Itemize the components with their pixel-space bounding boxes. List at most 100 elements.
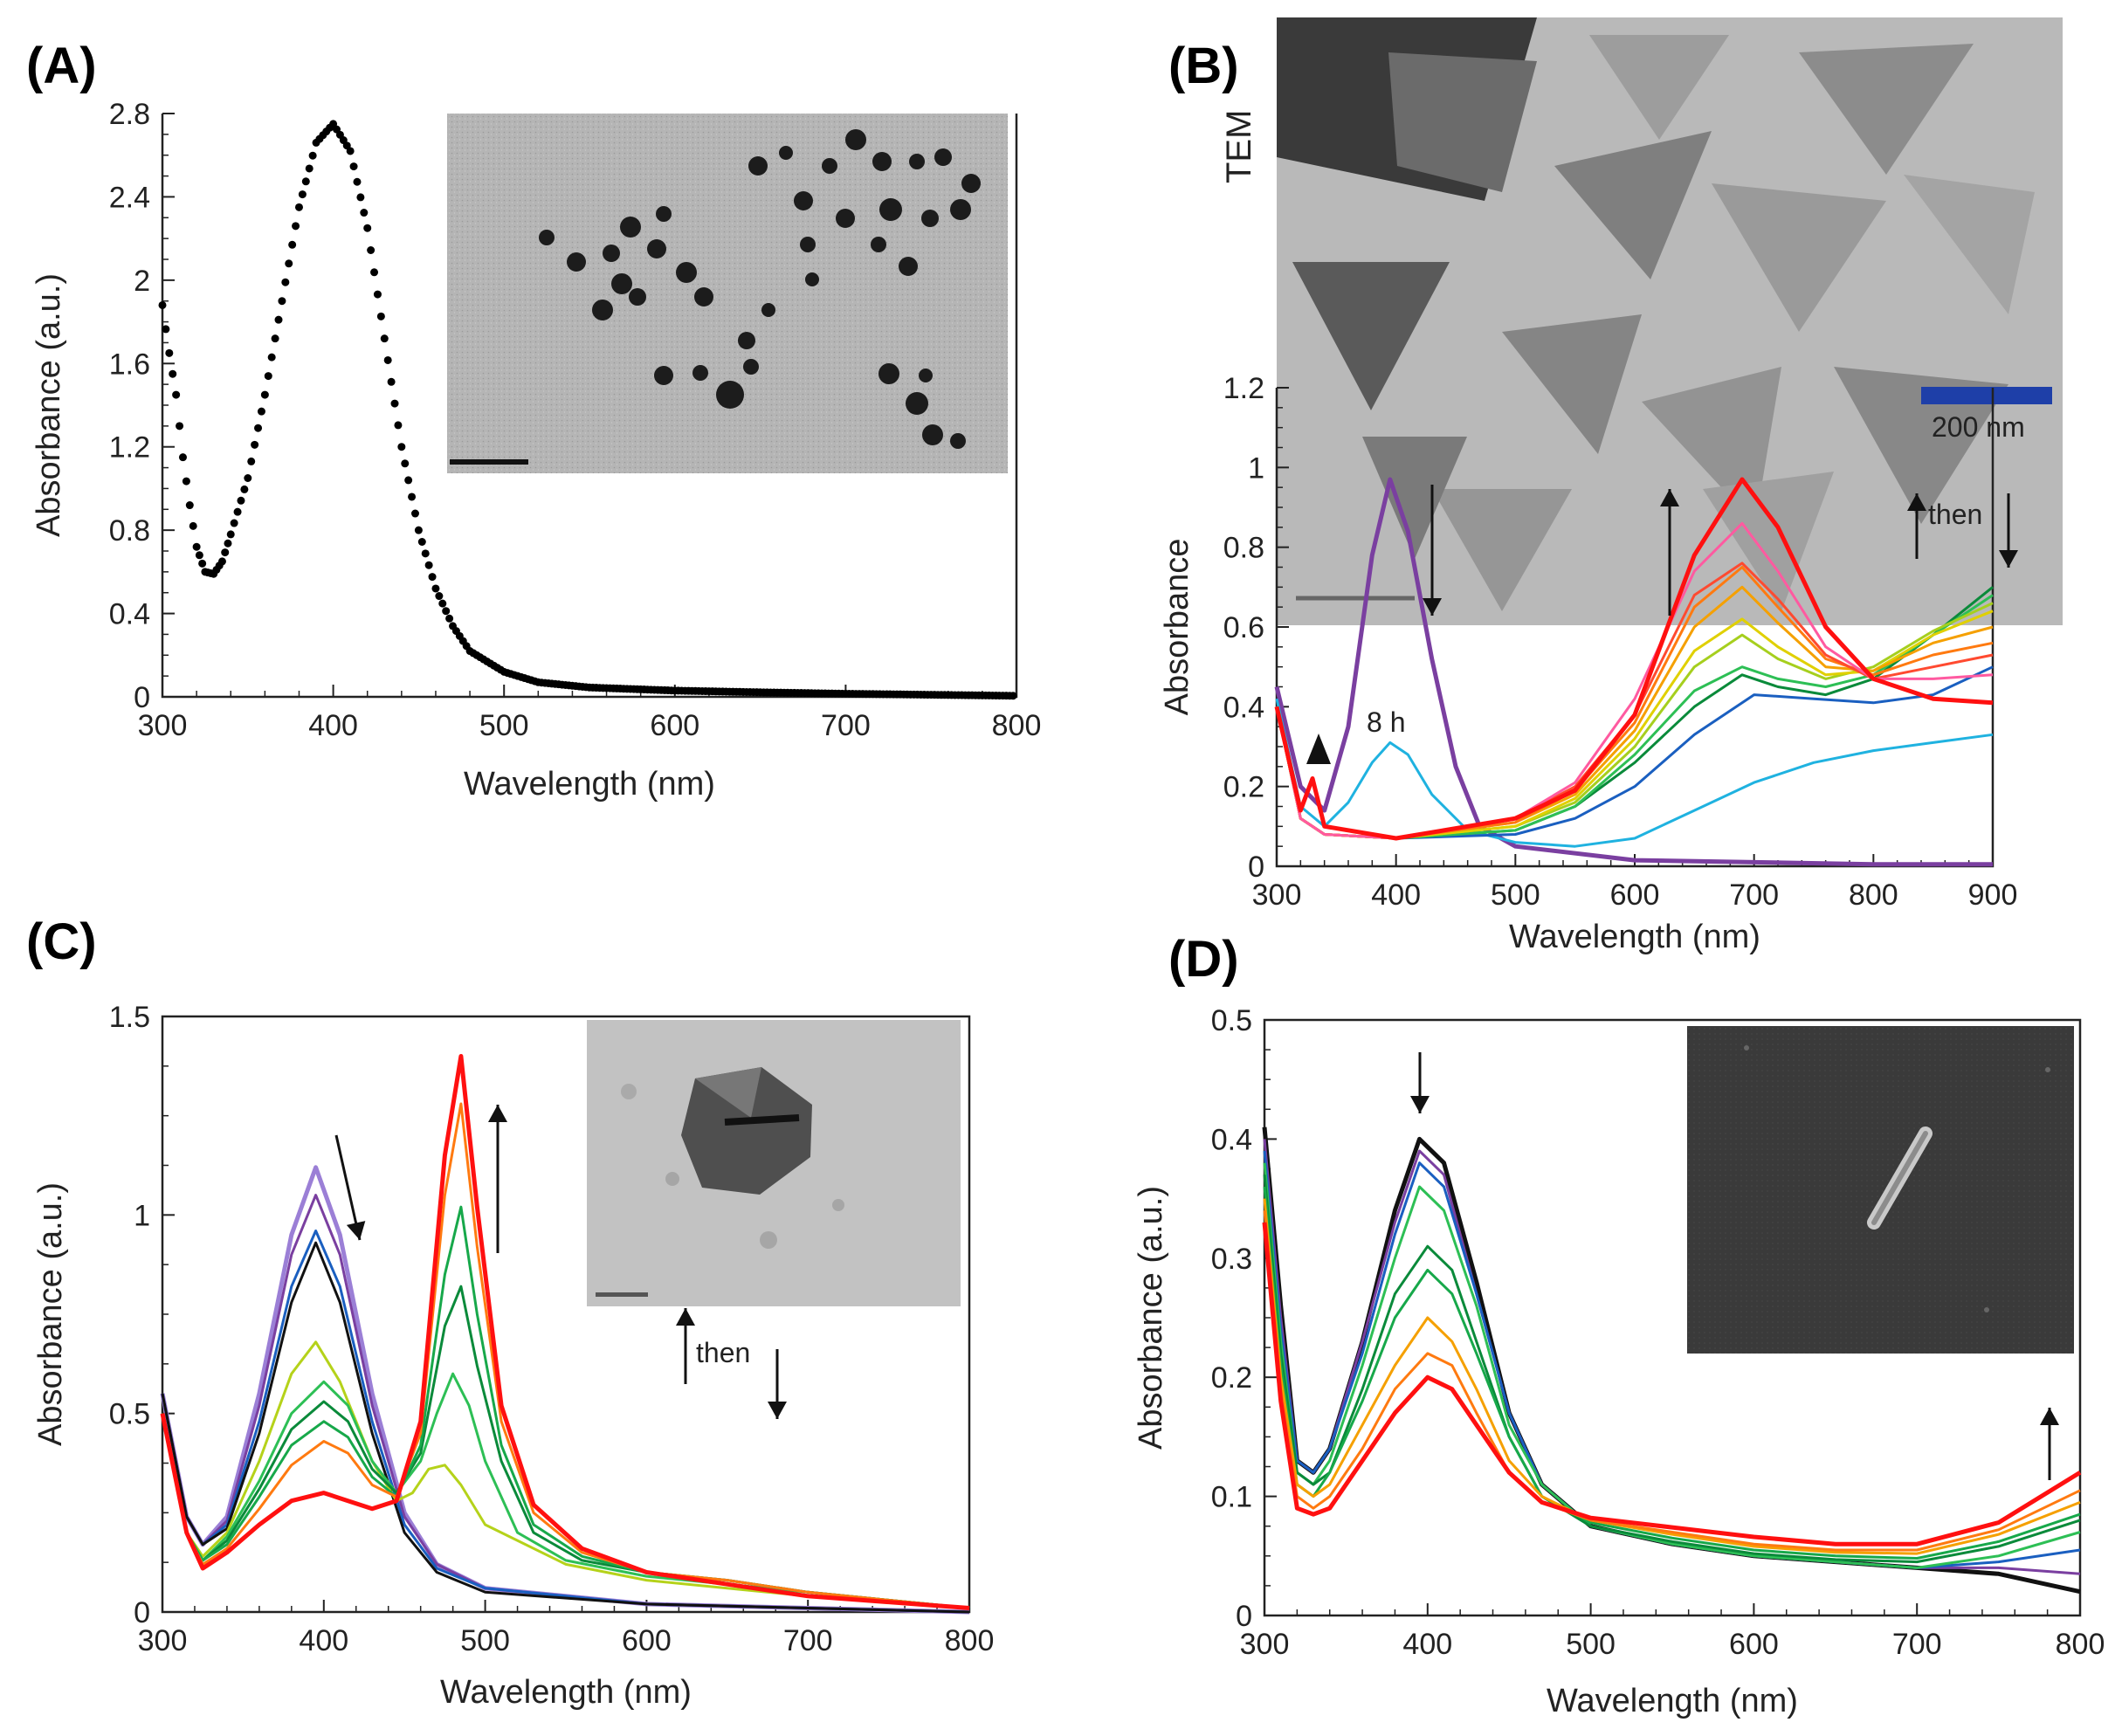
series — [158, 120, 1017, 700]
y-tick-label: 1.2 — [109, 431, 150, 465]
series-line — [161, 1241, 970, 1614]
then-label: then — [1928, 499, 1982, 530]
data-point — [414, 526, 423, 534]
series-line — [161, 1340, 970, 1609]
data-point — [438, 599, 447, 608]
y-tick-label: 0.1 — [1211, 1481, 1252, 1514]
scale-bar-label: 200 nm — [1932, 411, 2025, 443]
x-tick-label: 300 — [138, 1624, 188, 1657]
data-point — [165, 348, 174, 357]
x-tick-label: 600 — [650, 709, 699, 742]
data-point — [230, 519, 238, 527]
y-tick-label: 0.6 — [1223, 611, 1264, 644]
data-point — [410, 509, 419, 518]
x-tick-label: 500 — [1566, 1628, 1616, 1661]
data-point — [294, 203, 303, 211]
panel-d: (D) 300 400 500 600 700 800 0 0.1 0.2 0.3 0.4 0.5 Wa… — [1133, 931, 2105, 1719]
arrow-up-head — [1660, 489, 1679, 506]
data-point — [431, 584, 440, 593]
y-tick-label: 0.5 — [1211, 1004, 1252, 1037]
x-tick-label: 700 — [1892, 1628, 1942, 1661]
data-point — [298, 190, 307, 199]
data-point — [278, 297, 286, 306]
data-point — [367, 246, 375, 255]
data-point — [260, 390, 269, 399]
data-point — [360, 209, 369, 217]
data-point — [247, 457, 256, 465]
x-tick-label: 800 — [2056, 1628, 2105, 1661]
data-point — [182, 477, 190, 486]
y-tick-label: 0.8 — [1223, 532, 1264, 565]
y-tick-label: 2 — [134, 265, 150, 298]
data-point — [356, 193, 365, 202]
series-line — [1262, 1222, 2082, 1547]
data-point — [346, 147, 355, 155]
y-tick-label: 0.5 — [109, 1398, 150, 1431]
x-tick-label: 800 — [992, 709, 1042, 742]
y-tick-label: 0.2 — [1211, 1361, 1252, 1395]
data-point — [301, 177, 310, 186]
data-point — [285, 259, 293, 268]
data-point — [308, 151, 317, 160]
data-point — [1009, 692, 1017, 700]
data-point — [178, 453, 187, 462]
data-point — [417, 538, 426, 547]
data-point — [195, 551, 203, 560]
data-point — [271, 334, 279, 343]
y-tick-label: 0 — [134, 1596, 150, 1629]
data-point — [404, 476, 413, 485]
data-point — [305, 164, 313, 173]
data-point — [376, 312, 385, 320]
data-point — [221, 548, 230, 557]
x-axis-title: Wavelength (nm) — [1547, 1683, 1798, 1719]
x-tick-label: 400 — [1402, 1628, 1452, 1661]
data-point — [380, 334, 389, 343]
series-line — [1274, 477, 1994, 841]
y-tick-label: 0 — [134, 681, 150, 714]
data-point — [390, 399, 399, 408]
series-line — [1263, 1175, 2081, 1564]
x-tick-label: 500 — [460, 1624, 510, 1657]
data-point — [162, 325, 170, 334]
data-point — [363, 224, 372, 232]
data-point — [435, 592, 444, 601]
series-line — [1274, 477, 1993, 867]
data-point — [387, 377, 396, 386]
then-label: then — [696, 1337, 750, 1368]
data-point — [169, 369, 177, 378]
data-point — [428, 573, 437, 582]
y-axis-title: Absorbance (a.u.) — [1133, 1186, 1169, 1450]
y-tick-label: 1.6 — [109, 348, 150, 381]
data-point — [349, 162, 358, 171]
data-point — [224, 539, 232, 548]
y-tick-label: 0 — [1248, 851, 1264, 884]
y-tick-label: 1.5 — [109, 1001, 150, 1034]
x-axis-title: Wavelength (nm) — [1509, 919, 1760, 955]
x-tick-label: 700 — [1729, 878, 1779, 912]
series-line — [161, 1372, 970, 1609]
data-point — [424, 561, 433, 569]
x-tick-label: 500 — [479, 709, 529, 742]
data-point — [373, 290, 382, 299]
data-point — [421, 549, 430, 558]
x-tick-label: 400 — [308, 709, 358, 742]
data-point — [185, 501, 194, 510]
data-point — [442, 607, 451, 616]
x-tick-label: 300 — [138, 709, 188, 742]
arrow-down — [334, 1134, 362, 1241]
data-point — [192, 542, 201, 551]
x-tick-label: 600 — [1729, 1628, 1779, 1661]
tem-label: TEM — [1220, 110, 1258, 183]
y-tick-label: 2.4 — [109, 181, 150, 214]
arrow-up-head — [2040, 1408, 2059, 1425]
x-tick-label: 900 — [1968, 878, 2018, 912]
x-axis-title: Wavelength (nm) — [440, 1674, 692, 1711]
data-point — [251, 440, 259, 449]
x-tick-label: 700 — [821, 709, 871, 742]
x-tick-label: 600 — [622, 1624, 672, 1657]
panel-label: (C) — [26, 913, 97, 970]
panel-label: (D) — [1168, 931, 1239, 988]
arrow-up-head — [488, 1105, 507, 1122]
data-point — [288, 240, 297, 249]
